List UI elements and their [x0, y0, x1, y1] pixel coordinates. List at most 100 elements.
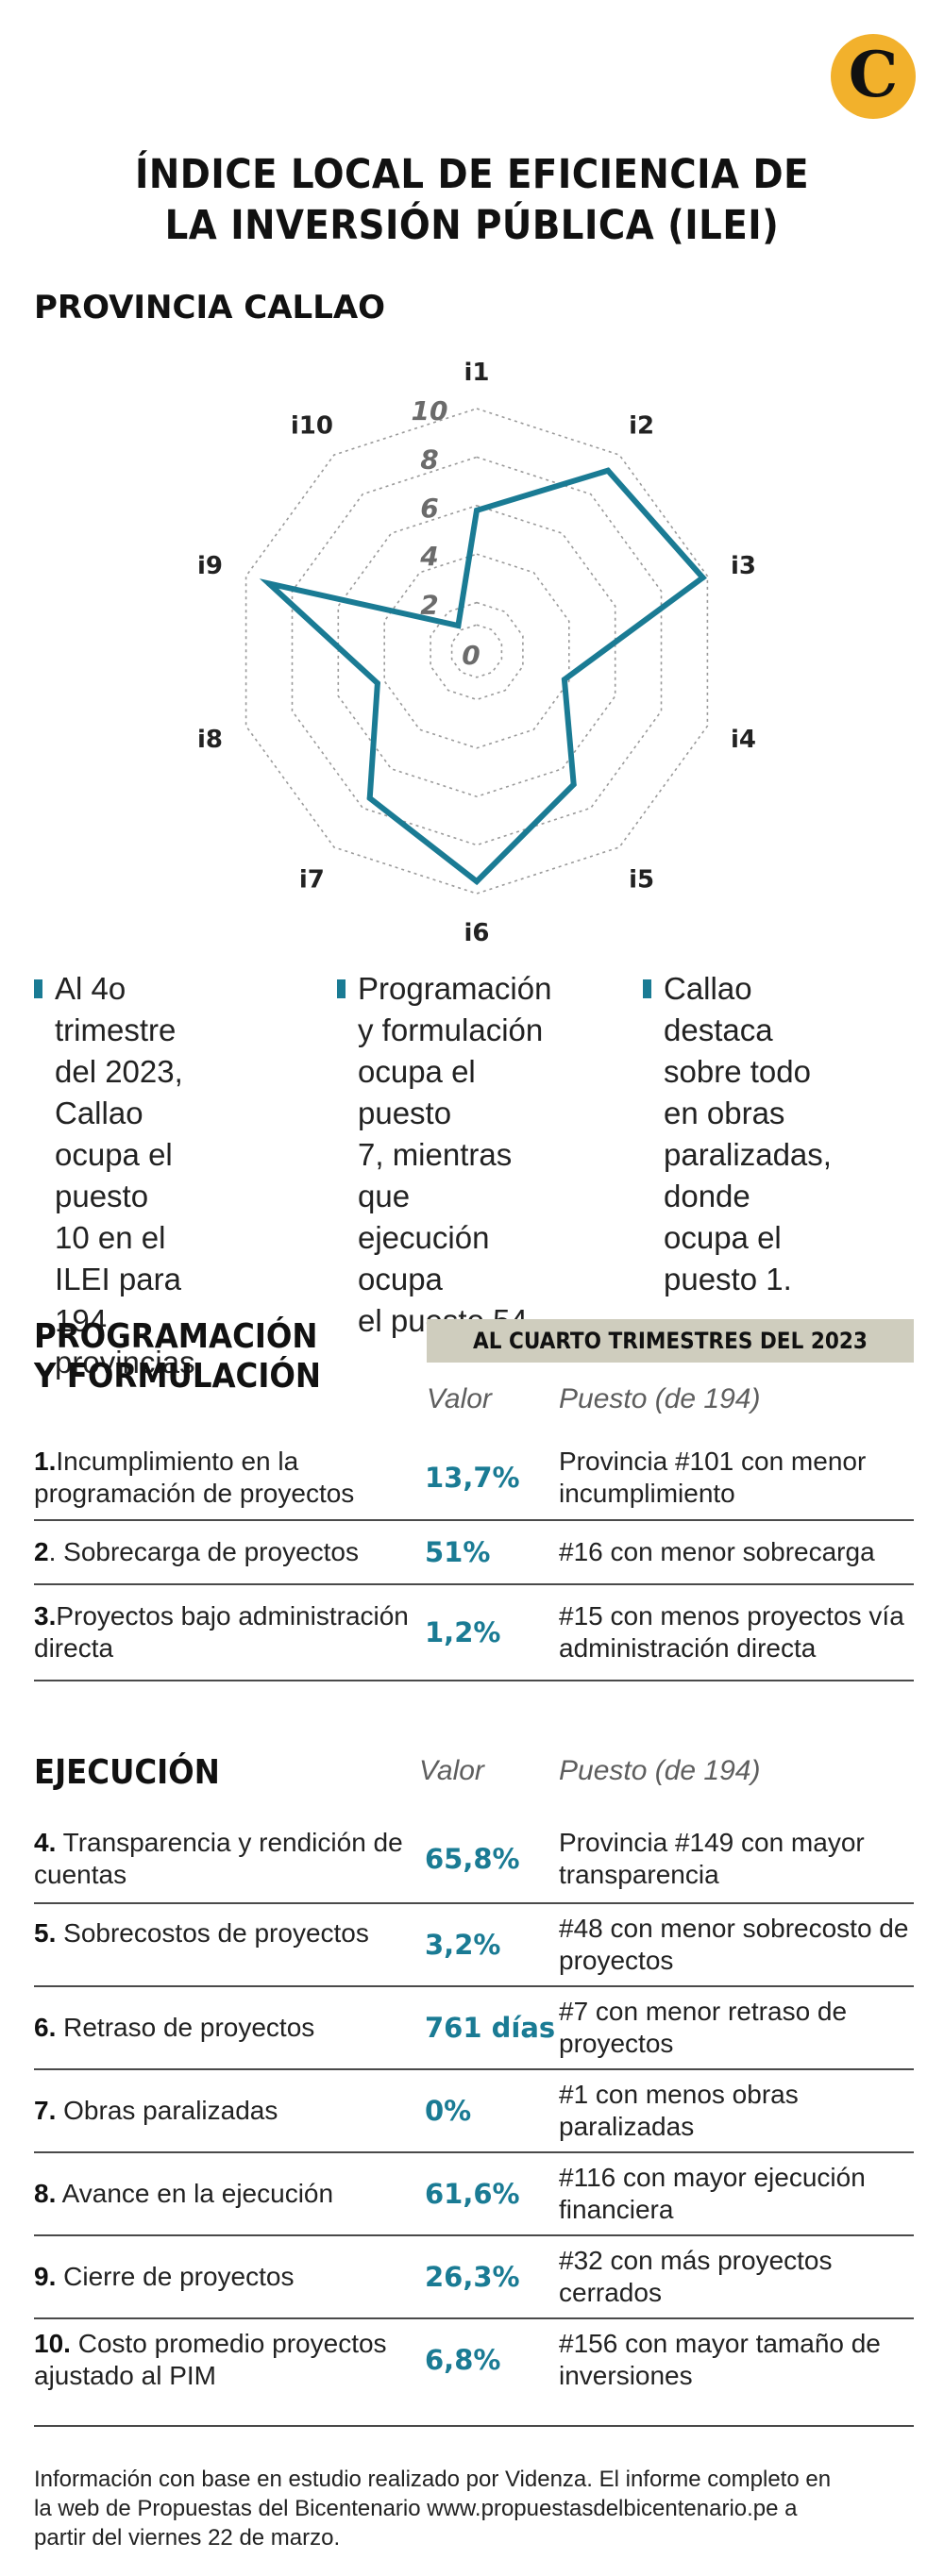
column-header-puesto: Puesto (de 194) [559, 1383, 761, 1414]
radar-scale-label: 10 [412, 395, 448, 427]
radar-grid-ring [450, 624, 503, 678]
table-row: 1.Incumplimiento en la programación de p… [34, 1436, 914, 1521]
radar-axis-label: i2 [629, 412, 654, 441]
radar-scale-label: 2 [420, 590, 438, 621]
radar-axis-label: i4 [731, 726, 756, 754]
table-row: 10. Costo promedio proyectos ajustado al… [34, 2319, 914, 2400]
bullet-marker [34, 979, 42, 998]
indicator-value: 6,8% [425, 2344, 501, 2376]
source-note-line: Información con base en estudio realizad… [34, 2467, 832, 2492]
indicator-label: 4. Transparencia y rendición de cuentas [34, 1828, 403, 1889]
bullet-marker [337, 979, 346, 998]
bullet-line: Programación [358, 971, 552, 1006]
radar-axis-label: i3 [731, 552, 756, 580]
indicator-label: 7. Obras paralizadas [34, 2096, 278, 2125]
indicator-label: 9. Cierre de proyectos [34, 2262, 295, 2291]
indicator-rank: #1 con menos obras paralizadas [559, 2080, 799, 2141]
bullet-line: donde ocupa el [664, 1179, 782, 1255]
radar-point [374, 680, 380, 687]
source-note: Información con base en estudio realizad… [34, 2465, 914, 2552]
radar-axis-label: i5 [629, 865, 654, 894]
column-header-valor: Valor [419, 1755, 484, 1786]
column-header-puesto: Puesto (de 194) [559, 1755, 761, 1786]
radar-chart: 02 4 6 8 10 i1 i2 i3 i4 i5 i6 i7 i8 i9 i10 [197, 359, 756, 947]
indicator-label: 10. Costo promedio proyectos ajustado al… [34, 2329, 387, 2390]
period-banner: AL CUARTO TRIMESTRES DEL 2023 [427, 1319, 914, 1363]
indicator-value: 61,6% [425, 2178, 520, 2210]
indicator-rank: #32 con más proyectos cerrados [559, 2246, 833, 2307]
table-row: 2. Sobrecarga de proyectos 51% #16 con m… [34, 1521, 914, 1585]
radar-point [474, 507, 480, 513]
radar-point [570, 781, 577, 788]
page-title: ÍNDICE LOCAL DE EFICIENCIA DE LA INVERSI… [0, 149, 944, 251]
indicator-label: 3.Proyectos bajo administración directa [34, 1601, 409, 1663]
bullet-marker [643, 979, 651, 998]
brand-logo: C [831, 34, 916, 119]
table-row: 6. Retraso de proyectos 761 días #7 con … [34, 1987, 914, 2070]
table-row: 9. Cierre de proyectos 26,3% #32 con más… [34, 2236, 914, 2319]
radar-axis-label: i7 [299, 865, 325, 894]
table-row: 8. Avance en la ejecución 61,6% #116 con… [34, 2153, 914, 2236]
section-title-programacion: PROGRAMACIÓN Y FORMULACIÓN [34, 1317, 321, 1397]
radar-scale-label: 8 [420, 443, 438, 475]
indicator-value: 51% [425, 1536, 491, 1568]
source-note-line: la web de Propuestas del Bicentenario ww… [34, 2496, 798, 2521]
indicator-value: 26,3% [425, 2261, 520, 2293]
indicator-rank: #7 con menor retraso de proyectos [559, 1997, 848, 2058]
indicator-rank: #16 con menor sobrecarga [559, 1537, 875, 1566]
province-subtitle: PROVINCIA CALLAO [34, 289, 386, 326]
radar-point [605, 467, 611, 474]
indicator-rank: #48 con menor sobrecosto de proyectos [559, 1914, 909, 1975]
radar-point [266, 580, 272, 587]
radar-point [455, 623, 462, 628]
radar-scale-label: 0 [462, 640, 480, 671]
section-title-line: PROGRAMACIÓN [34, 1317, 318, 1356]
bullet-line: del 2023, Callao [55, 1054, 183, 1130]
bullet-line: Callao destaca [664, 971, 773, 1047]
indicator-value: 13,7% [425, 1462, 520, 1494]
radar-grid-ring [383, 553, 570, 749]
bullet-line: sobre todo [664, 1054, 811, 1089]
table-row: 3.Proyectos bajo administración directa … [34, 1585, 914, 1681]
bullet-line: y formulación [358, 1012, 544, 1047]
column-header-valor: Valor [427, 1383, 492, 1414]
indicator-rank: #156 con mayor tamaño de inversiones [559, 2329, 881, 2390]
indicator-label: 1.Incumplimiento en la programación de p… [34, 1447, 355, 1508]
indicator-value: 1,2% [425, 1616, 501, 1648]
source-note-line: partir del viernes 22 de marzo. [34, 2525, 341, 2551]
page-title-line1: ÍNDICE LOCAL DE EFICIENCIA DE [134, 151, 810, 198]
section-title-line: Y FORMULACIÓN [34, 1357, 321, 1396]
radar-axis-label: i1 [464, 359, 489, 387]
brand-logo-letter: C [848, 38, 899, 111]
bullet-line: 10 en el ILEI para [55, 1220, 181, 1296]
indicator-label: 5. Sobrecostos de proyectos [34, 1917, 369, 1948]
bullet-line: ocupa el puesto [55, 1137, 173, 1213]
bullet-text: Callao destaca sobre todo en obras paral… [664, 968, 832, 1300]
radar-point [366, 795, 373, 801]
indicator-value: 65,8% [425, 1843, 520, 1875]
bullet-line: 7, mientras que [358, 1137, 513, 1213]
bullet-line: en obras [664, 1096, 785, 1130]
bullet-line: paralizadas, [664, 1137, 832, 1172]
radar-scale-label: 4 [419, 541, 438, 572]
footer-divider [34, 2425, 914, 2427]
section-title-ejecucion: EJECUCIÓN [34, 1753, 220, 1792]
summary-bullets: Al 4o trimestre del 2023, Callao ocupa e… [0, 968, 944, 1380]
radar-axis-label: i9 [197, 552, 223, 580]
radar-point [474, 878, 480, 885]
radar-grid-ring [244, 408, 709, 895]
bullet-text: Al 4o trimestre del 2023, Callao ocupa e… [55, 968, 204, 1383]
indicator-rank: Provincia #101 con menor incumplimiento [559, 1447, 867, 1508]
indicator-rank: Provincia #149 con mayor transparencia [559, 1828, 865, 1889]
radar-point [561, 677, 567, 683]
indicator-rank: #15 con menos proyectos vía administraci… [559, 1601, 904, 1663]
indicator-label: 6. Retraso de proyectos [34, 2013, 315, 2042]
table-row: 7. Obras paralizadas 0% #1 con menos obr… [34, 2070, 914, 2153]
radar-axis-label: i10 [291, 412, 333, 441]
bullet-line: Al 4o trimestre [55, 971, 177, 1047]
indicator-rank: #116 con mayor ejecución financiera [559, 2163, 866, 2224]
radar-grid-ring [291, 456, 663, 846]
bullet-line: puesto 1. [664, 1262, 792, 1296]
indicator-value: 3,2% [425, 1929, 501, 1961]
bullet-line: ocupa el puesto [358, 1054, 476, 1130]
